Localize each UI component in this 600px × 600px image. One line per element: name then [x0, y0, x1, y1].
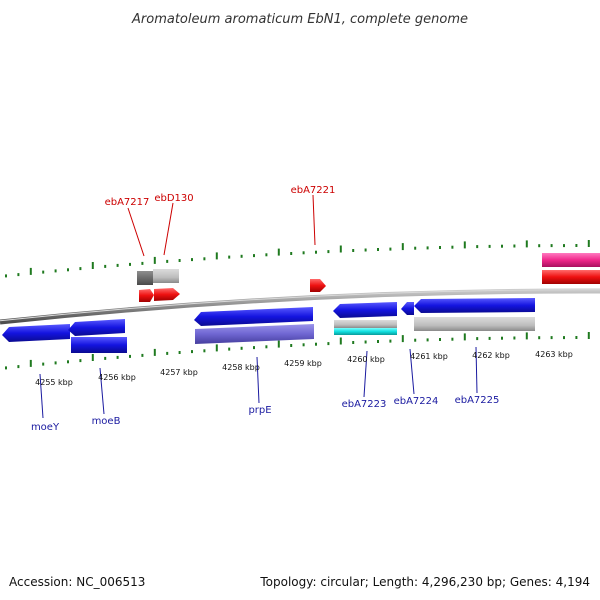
- gene-ebA7217-cds[interactable]: [139, 289, 154, 302]
- gene-moeB[interactable]: [68, 319, 125, 336]
- scale-label-4257: 4257 kbp: [160, 368, 198, 377]
- gene-right-pink[interactable]: [542, 253, 600, 267]
- gene-right-red[interactable]: [542, 270, 600, 284]
- gene-prpE-cds[interactable]: [195, 324, 314, 344]
- upper-leader-lines: [127, 194, 316, 257]
- label-ebA7224[interactable]: ebA7224: [394, 396, 439, 407]
- label-moeB[interactable]: moeB: [92, 416, 121, 427]
- lower-tick-row: [5, 332, 590, 370]
- map-title: Aromatoleum aromaticum EbN1, complete ge…: [131, 12, 468, 27]
- scale-label-4263: 4263 kbp: [535, 350, 573, 359]
- scale-label-4262: 4262 kbp: [472, 351, 510, 360]
- gene-prpE[interactable]: [194, 307, 313, 326]
- topology-text: Topology: circular; Length: 4,296,230 bp…: [259, 575, 590, 589]
- scale-label-4256: 4256 kbp: [98, 373, 136, 382]
- label-prpE[interactable]: prpE: [248, 405, 271, 416]
- gene-ebA7224[interactable]: [401, 302, 414, 315]
- gene-ebD130[interactable]: [153, 269, 179, 283]
- label-ebA7217[interactable]: ebA7217: [105, 197, 150, 208]
- scale-label-4259: 4259 kbp: [284, 359, 322, 368]
- gene-ebA7223-gray[interactable]: [334, 320, 397, 328]
- gene-ebD130-cds[interactable]: [154, 288, 180, 301]
- lower-leader-lines: [39, 346, 478, 419]
- gene-moeB-cds[interactable]: [71, 337, 127, 353]
- gene-moeY[interactable]: [2, 324, 70, 342]
- scale-label-4260: 4260 kbp: [347, 355, 385, 364]
- scale-label-4261: 4261 kbp: [410, 352, 448, 361]
- gene-ebA7225-gray[interactable]: [414, 317, 535, 331]
- gene-ebA7221[interactable]: [310, 279, 326, 292]
- genome-backbone: [0, 288, 600, 325]
- gene-ebA7217[interactable]: [137, 271, 153, 285]
- scale-label-4255: 4255 kbp: [35, 378, 73, 387]
- genome-backbone-highlight: [0, 289, 600, 322]
- gene-ebA7223-cyan[interactable]: [334, 328, 397, 335]
- label-moeY[interactable]: moeY: [31, 422, 60, 433]
- label-ebA7225[interactable]: ebA7225: [455, 395, 500, 406]
- gene-ebA7223[interactable]: [333, 302, 397, 318]
- scale-label-4258: 4258 kbp: [222, 363, 260, 372]
- label-ebA7223[interactable]: ebA7223: [342, 399, 387, 410]
- upper-tick-row: [5, 240, 590, 278]
- label-ebD130[interactable]: ebD130: [154, 193, 193, 204]
- accession-text: Accession: NC_006513: [9, 575, 145, 589]
- label-ebA7221[interactable]: ebA7221: [291, 185, 336, 196]
- gene-ebA7225[interactable]: [414, 298, 535, 313]
